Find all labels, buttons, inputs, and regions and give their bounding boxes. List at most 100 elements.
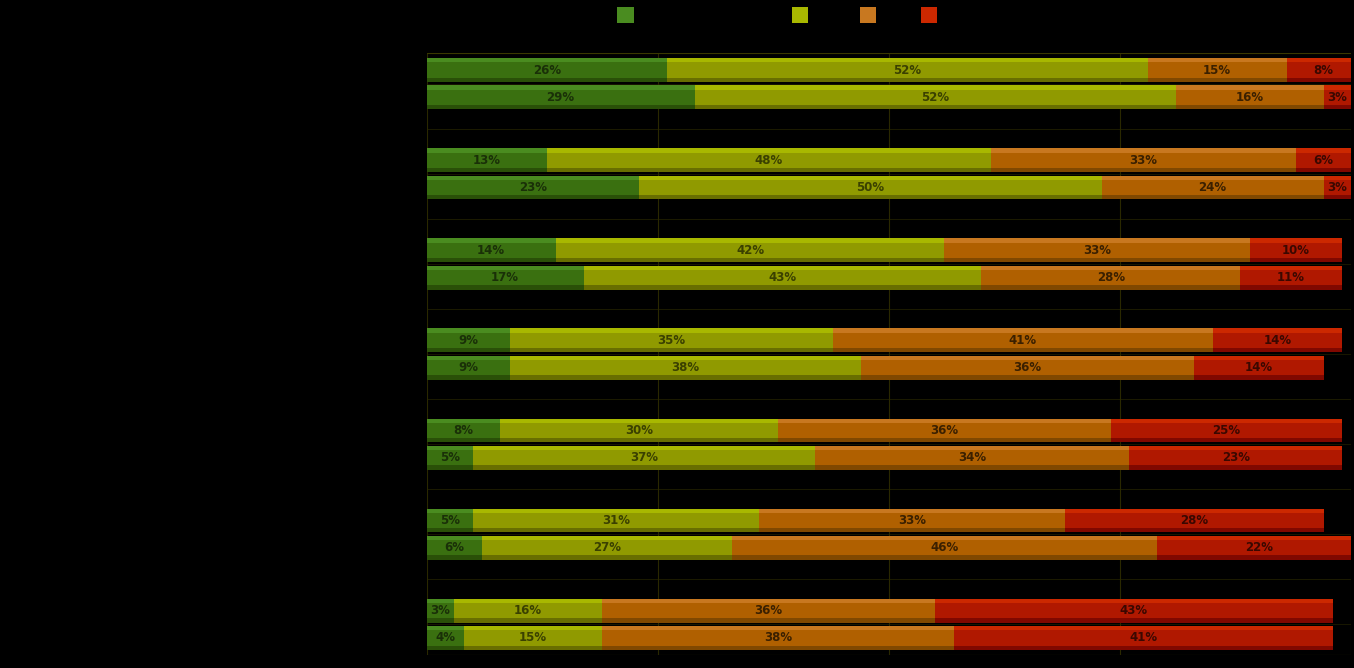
Bar	[815, 466, 1129, 470]
Bar	[482, 556, 731, 560]
Bar	[991, 148, 1296, 152]
Bar	[861, 356, 1194, 379]
Bar	[427, 58, 668, 82]
Bar	[427, 356, 509, 379]
Text: 4%: 4%	[435, 631, 455, 645]
Bar	[427, 626, 463, 631]
Bar	[1175, 86, 1324, 90]
Text: 27%: 27%	[593, 541, 621, 554]
Bar	[944, 258, 1250, 263]
Text: 38%: 38%	[764, 631, 792, 645]
Bar	[936, 599, 1332, 603]
Bar	[1102, 176, 1324, 200]
Bar	[427, 619, 454, 623]
Bar	[427, 148, 547, 172]
Bar	[982, 266, 1240, 270]
Bar	[427, 238, 556, 242]
Text: 15%: 15%	[519, 631, 547, 645]
Bar	[1175, 105, 1324, 110]
Text: 37%: 37%	[630, 452, 658, 464]
Bar	[501, 438, 779, 442]
Bar	[982, 285, 1240, 289]
Bar	[556, 258, 944, 263]
Bar	[695, 86, 1175, 90]
Bar	[427, 329, 509, 352]
Bar	[427, 77, 668, 82]
Text: 23%: 23%	[519, 181, 547, 194]
Bar	[427, 266, 584, 289]
Text: 26%: 26%	[532, 63, 561, 77]
Bar	[834, 329, 1213, 352]
Bar	[427, 285, 584, 289]
Bar	[1296, 168, 1351, 172]
Bar	[509, 375, 861, 379]
Bar	[482, 536, 731, 540]
Bar	[482, 536, 731, 560]
Bar	[463, 645, 603, 650]
Bar	[427, 626, 463, 650]
Bar	[1324, 195, 1351, 200]
Bar	[731, 536, 1158, 540]
Bar	[473, 508, 760, 513]
Text: 50%: 50%	[856, 181, 884, 194]
Bar	[427, 238, 556, 263]
Text: 42%: 42%	[737, 244, 764, 257]
Text: 3%: 3%	[431, 604, 451, 617]
Bar	[815, 446, 1129, 450]
Bar	[1110, 419, 1342, 442]
Bar	[603, 626, 953, 650]
Bar	[1102, 176, 1324, 180]
Bar	[473, 466, 815, 470]
Text: 10%: 10%	[1282, 244, 1309, 257]
Bar	[584, 266, 982, 289]
Text: 33%: 33%	[1083, 244, 1112, 257]
Bar	[834, 329, 1213, 333]
Bar	[760, 528, 1064, 532]
Bar	[695, 86, 1175, 110]
Bar	[779, 419, 1110, 442]
Bar	[547, 148, 991, 172]
Bar	[584, 285, 982, 289]
Bar	[1158, 556, 1354, 560]
Bar	[1194, 356, 1324, 379]
Text: 34%: 34%	[959, 452, 986, 464]
Text: 9%: 9%	[458, 361, 478, 374]
Bar	[861, 375, 1194, 379]
Text: 5%: 5%	[440, 514, 459, 527]
Text: 17%: 17%	[492, 271, 519, 284]
Bar	[991, 148, 1296, 172]
Text: 33%: 33%	[898, 514, 926, 527]
Bar	[473, 446, 815, 470]
Bar	[1064, 508, 1324, 513]
Text: 46%: 46%	[930, 541, 959, 554]
Bar	[547, 148, 991, 152]
Bar	[463, 626, 603, 631]
Bar	[1240, 266, 1342, 270]
Bar	[473, 528, 760, 532]
Bar	[427, 266, 584, 270]
Text: 8%: 8%	[1313, 63, 1334, 77]
Bar	[982, 266, 1240, 289]
Bar	[584, 266, 982, 270]
Bar	[1286, 58, 1354, 63]
Text: 16%: 16%	[1235, 91, 1263, 104]
Bar	[1286, 77, 1354, 82]
Text: 30%: 30%	[626, 424, 653, 437]
Bar	[760, 508, 1064, 513]
Bar	[668, 58, 1148, 63]
Text: 41%: 41%	[1009, 334, 1037, 347]
Bar	[556, 238, 944, 242]
Bar	[1286, 58, 1354, 82]
Bar	[1175, 86, 1324, 110]
Text: 36%: 36%	[1014, 361, 1041, 374]
Bar	[427, 599, 454, 603]
Bar	[463, 626, 603, 650]
Bar	[427, 105, 695, 110]
Bar	[1250, 258, 1342, 263]
Bar	[1110, 419, 1342, 423]
Text: 52%: 52%	[894, 63, 922, 77]
Bar	[427, 645, 463, 650]
Bar	[427, 148, 547, 152]
Bar	[834, 348, 1213, 352]
Bar	[668, 77, 1148, 82]
